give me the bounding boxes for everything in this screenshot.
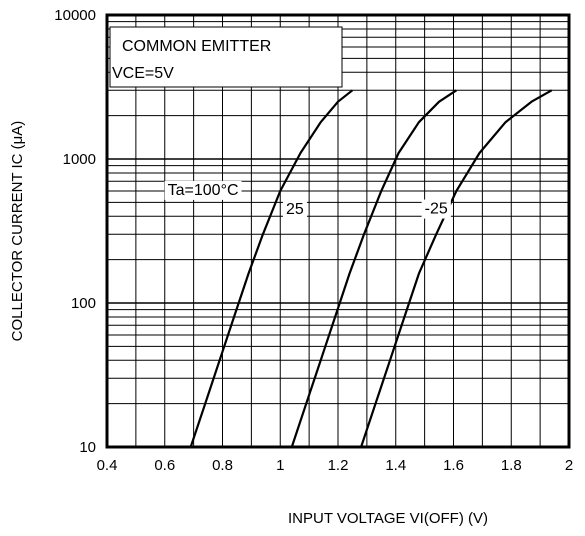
x-tick-label: 0.6 [154,457,175,474]
y-tick-label: 100 [71,295,96,312]
x-tick-label: 1.2 [328,457,349,474]
curve-label-background [421,199,451,219]
tick-labels: 0.4 0.6 0.8 1 1.2 1.4 1.6 1.8 2 10 100 1000 10000 [54,7,573,474]
x-tick-label: 1.6 [443,457,464,474]
curve-label-background [283,200,307,220]
conditions-line-2: VCE=5V [112,65,174,82]
plot-frame [105,13,571,449]
x-tick-label: 2 [565,457,573,474]
x-tick-label: 0.4 [97,457,118,474]
x-tick-label: 1.8 [501,457,522,474]
y-tick-label: 1000 [63,151,96,168]
curves [189,89,553,448]
conditions-box-frame [109,26,343,88]
conditions-box: COMMON EMITTER VCE=5V [109,26,343,88]
curve-label-background [164,180,242,200]
conditions-line-1: COMMON EMITTER [122,38,271,55]
y-tick-label: 10 [79,439,96,456]
x-tick-label: 0.8 [212,457,233,474]
curve-label: 25 [286,201,304,218]
curve-label: Ta=100°C [168,182,239,199]
y-axis-label: COLLECTOR CURRENT IC (μA) [9,121,26,342]
x-tick-label: 1.4 [385,457,406,474]
x-axis-label: INPUT VOLTAGE VI(OFF) (V) [288,510,488,527]
x-tick-label: 1 [276,457,284,474]
y-tick-label: 10000 [54,7,96,24]
curve-label: -25 [425,201,448,218]
series-line [290,89,458,448]
series-line [360,89,553,448]
series-line [189,89,354,448]
curve-labels: Ta=100°C 25 -25 [164,180,451,220]
